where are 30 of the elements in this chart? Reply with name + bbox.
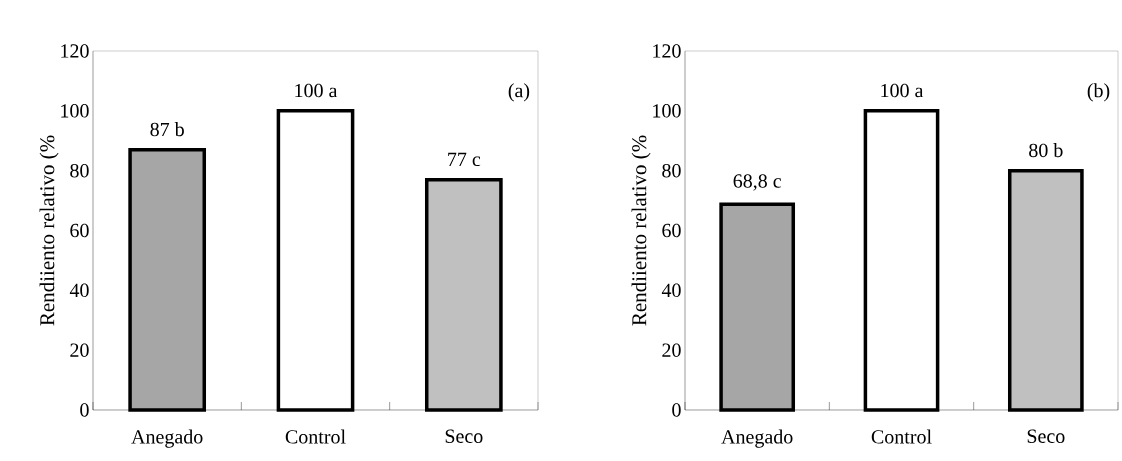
y-tick-label: 0 (672, 403, 681, 417)
y-tick-label: 120 (61, 44, 89, 58)
x-tick-label: Anegado (721, 429, 793, 448)
y-tick-label: 100 (61, 104, 89, 118)
y-tick-label: 20 (662, 343, 681, 357)
y-tick-label: 100 (653, 104, 681, 118)
y-tick-label: 0 (80, 403, 89, 417)
data-label: 100 a (295, 83, 338, 98)
annotation: (a) (508, 83, 530, 102)
data-label: 87 b (150, 122, 184, 137)
data-label: 80 b (1029, 143, 1063, 158)
x-tick-label: Seco (445, 429, 483, 443)
y-tick-label: 20 (70, 343, 89, 357)
data-label: 100 a (881, 83, 924, 98)
y-tick-label: 40 (69, 283, 89, 298)
annotation: (b) (1087, 83, 1110, 102)
y-axis-title: Rendiiento relativo (% (39, 135, 59, 326)
y-tick-label: 60 (662, 223, 681, 238)
x-tick-label: Seco (1027, 429, 1065, 443)
x-tick-label: Control (871, 429, 932, 444)
y-tick-label: 120 (653, 44, 681, 58)
x-tick-label: Anegado (131, 429, 203, 448)
y-axis-title: Rendiiento relativo (% (631, 135, 651, 326)
y-tick-label: 60 (70, 223, 89, 238)
data-label: 77 c (448, 152, 481, 167)
y-tick-label: 40 (661, 283, 681, 298)
x-tick-label: Control (285, 429, 346, 444)
y-tick-label: 80 (70, 163, 89, 178)
data-label: 68,8 c (733, 174, 781, 191)
y-tick-label: 80 (662, 163, 681, 178)
